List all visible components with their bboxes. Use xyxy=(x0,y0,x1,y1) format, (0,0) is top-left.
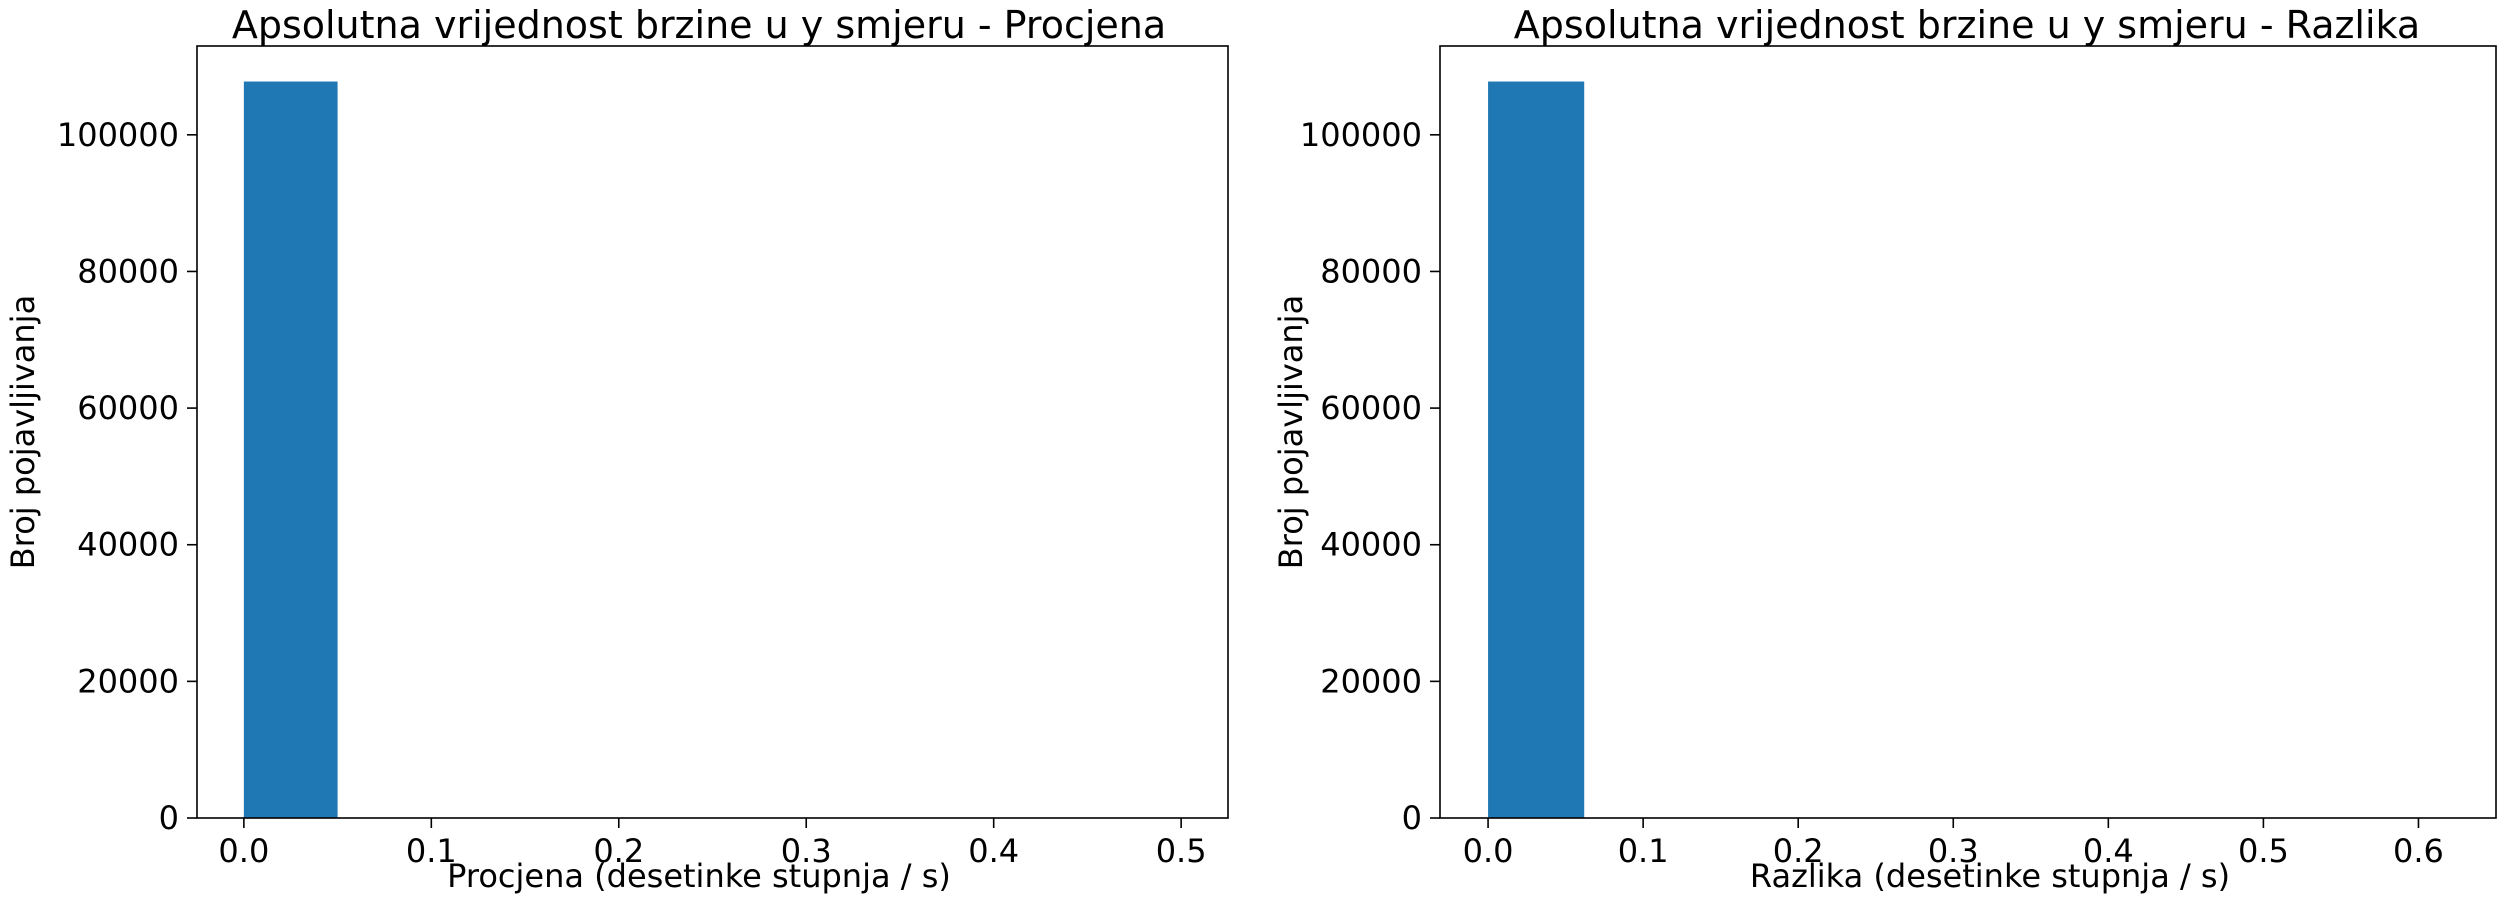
x-tick-label: 0.2 xyxy=(1773,832,1824,870)
x-tick-label: 0.3 xyxy=(781,832,832,870)
y-tick-label: 40000 xyxy=(77,526,179,564)
x-tick-label: 0.6 xyxy=(2393,832,2444,870)
histogram-bar xyxy=(243,81,338,819)
y-tick-label: 0 xyxy=(159,799,179,837)
histogram-razlika: Apsolutna vrijednost brzine u y smjeru -… xyxy=(1272,3,2497,895)
y-tick-label: 20000 xyxy=(77,662,179,700)
x-tick-label: 0.4 xyxy=(2083,832,2134,870)
x-tick-label: 0.1 xyxy=(406,832,457,870)
chart-title: Apsolutna vrijednost brzine u y smjeru -… xyxy=(1514,3,2420,47)
y-tick-label: 100000 xyxy=(57,116,179,154)
bars xyxy=(1488,81,1585,819)
x-tick-label: 0.5 xyxy=(2238,832,2289,870)
y-axis-label: Broj pojavljivanja xyxy=(4,295,42,569)
x-tick-label: 0.0 xyxy=(1463,832,1514,870)
y-tick-label: 100000 xyxy=(1300,116,1422,154)
y-tick-label: 80000 xyxy=(77,252,179,290)
bars xyxy=(243,81,338,819)
y-tick-label: 20000 xyxy=(1320,662,1422,700)
axes-frame xyxy=(1439,45,2497,819)
x-axis-label: Razlika (desetinke stupnja / s) xyxy=(1750,857,2230,895)
x-tick-label: 0.3 xyxy=(1928,832,1979,870)
histogram-bar xyxy=(1488,81,1585,819)
y-tick-label: 60000 xyxy=(77,389,179,427)
y-ticks: 0 20000 40000 60000 80000 100000 xyxy=(57,116,197,837)
x-ticks: 0.0 0.1 0.2 0.3 0.4 0.5 0.6 xyxy=(1463,818,2444,870)
x-tick-label: 0.0 xyxy=(218,832,269,870)
y-tick-label: 80000 xyxy=(1320,252,1422,290)
x-tick-label: 0.1 xyxy=(1618,832,1669,870)
y-ticks: 0 20000 40000 60000 80000 100000 xyxy=(1300,116,1440,837)
x-tick-label: 0.4 xyxy=(968,832,1019,870)
histogram-procjena: Apsolutna vrijednost brzine u y smjeru -… xyxy=(4,3,1229,895)
x-tick-label: 0.2 xyxy=(593,832,644,870)
x-axis-label: Procjena (desetinke stupnja / s) xyxy=(447,857,951,895)
y-tick-label: 60000 xyxy=(1320,389,1422,427)
axes-frame xyxy=(196,45,1229,819)
y-axis-label: Broj pojavljivanja xyxy=(1272,295,1310,569)
y-tick-label: 40000 xyxy=(1320,526,1422,564)
x-ticks: 0.0 0.1 0.2 0.3 0.4 0.5 xyxy=(218,818,1207,870)
x-tick-label: 0.5 xyxy=(1156,832,1207,870)
y-tick-label: 0 xyxy=(1402,799,1422,837)
chart-title: Apsolutna vrijednost brzine u y smjeru -… xyxy=(232,3,1166,47)
